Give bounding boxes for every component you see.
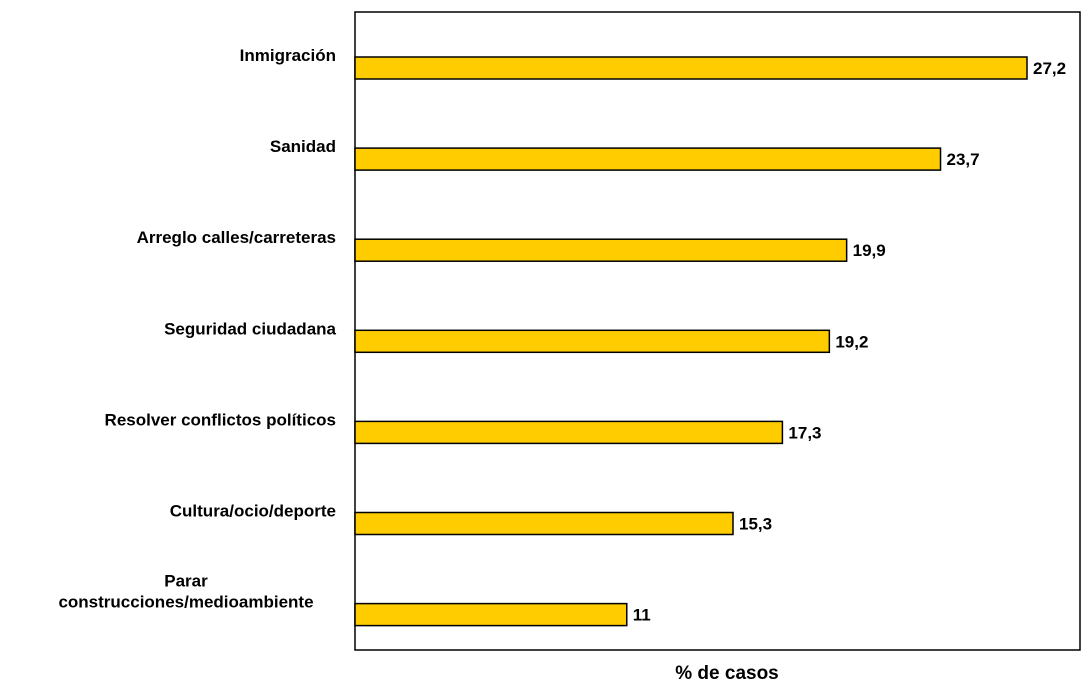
value-label-5: 15,3 <box>739 515 772 534</box>
value-label-3: 19,2 <box>835 332 868 351</box>
bars-group <box>354 56 1028 627</box>
category-label-3: Seguridad ciudadana <box>164 319 336 338</box>
bar-2 <box>354 238 848 262</box>
bar-0 <box>354 56 1028 80</box>
value-labels-group: 27,2 23,7 19,9 19,2 17,3 15,3 11 <box>633 59 1066 625</box>
category-label-1: Sanidad <box>270 137 336 156</box>
category-label-5: Cultura/ocio/deporte <box>170 502 336 521</box>
category-labels-group: Inmigración Sanidad Arreglo calles/carrete… <box>58 46 336 612</box>
value-label-1: 23,7 <box>947 150 980 169</box>
category-label-0: Inmigración <box>240 46 336 65</box>
bar-6 <box>354 602 628 627</box>
bar-5 <box>354 511 734 536</box>
category-label-6-line-1: construcciones/medioambiente <box>58 593 313 612</box>
value-label-6: 11 <box>633 606 651 625</box>
category-label-4: Resolver conflictos políticos <box>105 410 336 429</box>
category-label-2: Arreglo calles/carreteras <box>137 228 336 247</box>
value-label-2: 19,9 <box>853 241 886 260</box>
value-label-4: 17,3 <box>788 423 821 442</box>
x-axis-title: % de casos <box>675 663 779 684</box>
value-label-0: 27,2 <box>1033 59 1066 78</box>
bar-4 <box>354 420 784 445</box>
category-label-6-line-0: Parar <box>164 572 208 591</box>
bar-1 <box>354 147 942 171</box>
bar-3 <box>354 329 831 354</box>
